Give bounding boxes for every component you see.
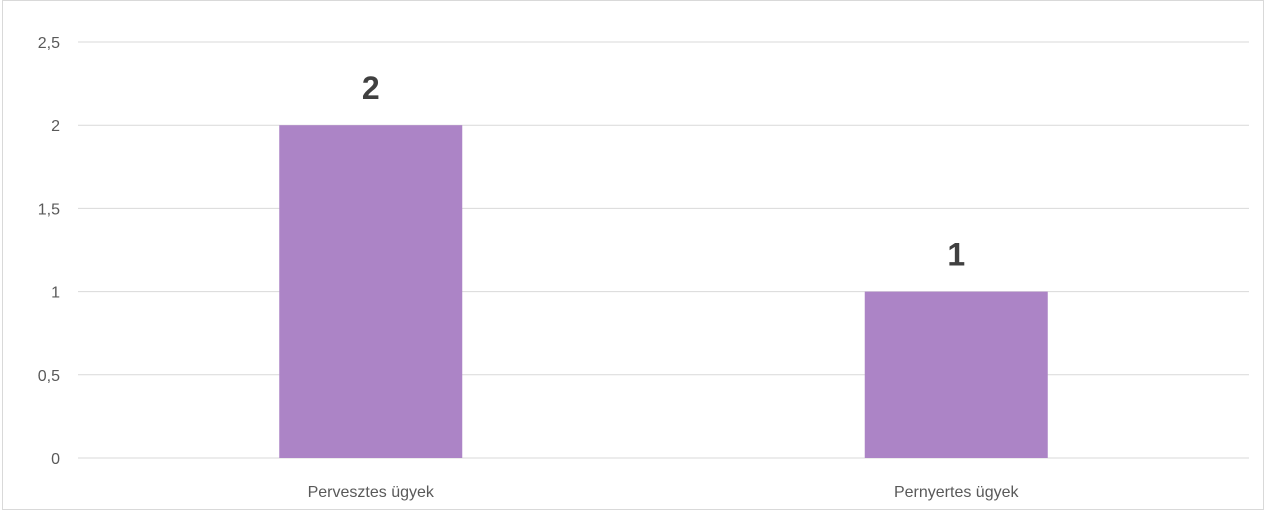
category-label: Pervesztes ügyek [308,484,435,501]
y-tick-label: 2 [51,118,60,135]
y-tick-label: 2,5 [38,35,60,52]
y-tick-label: 0 [51,451,60,468]
bars [279,125,1048,458]
category-label: Pernyertes ügyek [894,484,1020,501]
data-label: 2 [362,70,380,106]
gridlines [78,41,1249,459]
y-tick-label: 1,5 [38,201,60,218]
category-labels: Pervesztes ügyek Pernyertes ügyek [308,484,1020,501]
bar [864,291,1048,458]
data-label: 1 [947,237,965,273]
y-axis-tick-labels: 0 0,5 1 1,5 2 2,5 [38,35,60,468]
bar [279,125,463,458]
y-tick-label: 0,5 [38,368,60,385]
data-labels: 21 [362,70,965,272]
y-tick-label: 1 [51,285,60,302]
